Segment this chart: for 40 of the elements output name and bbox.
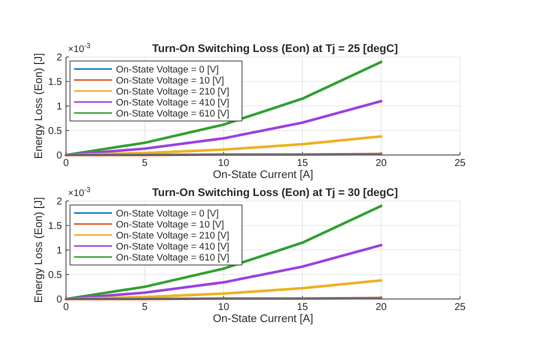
legend-label: On-State Voltage = 410 [V]	[116, 97, 230, 108]
x-tick-label: 0	[63, 302, 70, 313]
legend-label: On-State Voltage = 10 [V]	[116, 75, 224, 86]
legend-label: On-State Voltage = 410 [V]	[116, 241, 230, 252]
x-tick-label: 10	[218, 302, 230, 313]
y-tick-label: 0.5	[48, 270, 62, 281]
x-axis-title: On-State Current [A]	[212, 313, 314, 325]
legend-label: On-State Voltage = 610 [V]	[116, 252, 230, 264]
x-tick-label: 5	[142, 158, 148, 169]
y-tick-label: 2	[56, 196, 62, 208]
y-axis-title: Energy Loss (Eon) [J]	[33, 197, 45, 303]
y-tick-label: 1	[56, 102, 62, 112]
text: ×10$^{-3}$	[68, 186, 90, 199]
legend-label: On-State Voltage = 210 [V]	[116, 86, 230, 98]
legend-label: On-State Voltage = 0 [V]	[116, 64, 219, 76]
x-tick-label: 0	[63, 158, 70, 169]
y-tick-label: 0	[56, 294, 62, 306]
text: ×10$^{-3}$	[68, 42, 90, 55]
chart-title: Turn-On Switching Loss (Eon) at Tj = 25 [degC]	[152, 43, 398, 55]
x-tick-label: 5	[142, 302, 148, 313]
x-tick-label: 10	[218, 158, 230, 169]
legend-label: On-State Voltage = 210 [V]	[116, 230, 230, 242]
y-tick-label: 1.5	[48, 221, 62, 232]
chart-title: Turn-On Switching Loss (Eon) at Tj = 30 [degC]	[152, 187, 398, 199]
x-tick-label: 25	[454, 302, 466, 313]
x-tick-label: 15	[296, 158, 308, 169]
legend-label: On-State Voltage = 0 [V]	[116, 208, 219, 220]
y-tick-label: 0	[56, 150, 62, 162]
x-tick-label: 25	[454, 158, 466, 169]
x-tick-label: 20	[376, 302, 388, 313]
legend-label: On-State Voltage = 610 [V]	[116, 108, 230, 120]
x-axis-title: On-State Current [A]	[212, 169, 314, 181]
legend-label: On-State Voltage = 10 [V]	[116, 219, 224, 230]
x-tick-label: 15	[296, 302, 308, 313]
y-tick-label: 2	[56, 52, 62, 64]
y-axis-title: Energy Loss (Eon) [J]	[33, 53, 45, 159]
y-tick-label: 0.5	[48, 126, 62, 137]
y-tick-label: 1	[56, 246, 62, 256]
y-tick-label: 1.5	[48, 77, 62, 88]
x-tick-label: 20	[376, 158, 388, 169]
